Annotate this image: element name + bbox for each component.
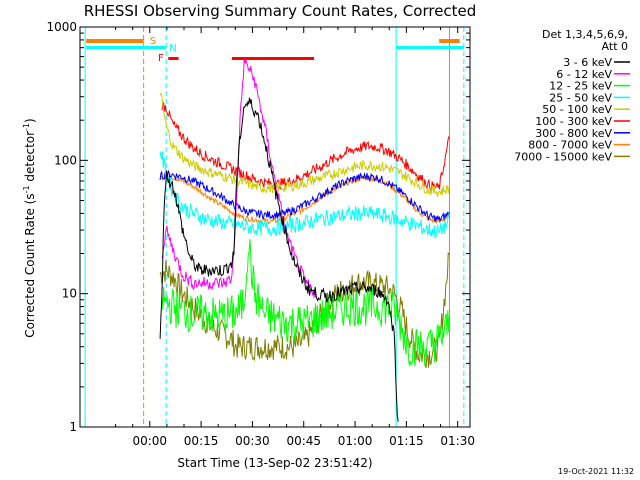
chart-title: RHESSI Observing Summary Count Rates, Co… [84,2,477,20]
x-axis-label: Start Time (13-Sep-02 23:51:42) [177,456,372,470]
series-line-3 [161,238,450,367]
y-tick-label: 10 [62,287,77,301]
night-label: N [169,43,176,54]
x-tick-label: 00:45 [286,434,321,448]
y-axis-label: Corrected Count Rate (s-1 detector-1) [22,118,37,337]
legend-entry-3: 12 - 25 keV [549,80,612,93]
series-line-6 [161,100,450,192]
saa-bar [86,39,144,43]
x-tick-label: 00:15 [184,434,219,448]
x-tick-label: 01:00 [338,434,373,448]
x-tick-label: 00:00 [132,434,167,448]
legend-entry-8: 800 - 7000 keV [528,139,612,152]
legend-entry-4: 25 - 50 keV [549,91,612,104]
flare-label: F [158,53,164,64]
legend-header-line-1: Det 1,3,4,5,6,9, [542,28,628,41]
saa-bar [439,39,460,43]
x-tick-label: 01:15 [389,434,424,448]
x-axis: 00:00 00:15 00:30 00:45 01:00 01:15 01:30 [115,27,475,448]
x-tick-label: 01:30 [440,434,475,448]
y-tick-label: 1 [69,420,77,434]
flare-bar-short [168,57,179,60]
series-line-1 [159,97,399,422]
y-axis: 1 10 100 1000 [46,20,470,434]
y-tick-label: 1000 [46,20,77,34]
plot-area [84,27,465,427]
flare-bar-long [231,57,314,60]
plot-frame [79,26,471,428]
night-bar [86,46,167,49]
legend-header-line-2: Att 0 [602,40,628,53]
y-tick-label: 100 [54,153,77,167]
series-line-7 [159,169,450,223]
saa-label: S [150,36,156,47]
legend-entry-7: 300 - 800 keV [535,127,612,140]
legend-entry-5: 50 - 100 keV [542,103,612,116]
timestamp: 19-Oct-2021 11:32 [558,467,634,476]
legend-entry-1: 3 - 6 keV [563,56,612,69]
series-line-8 [159,172,450,225]
legend-entry-2: 6 - 12 keV [556,68,612,81]
legend-entry-9: 7000 - 15000 keV [514,150,612,163]
x-tick-label: 00:30 [235,434,270,448]
night-bar [396,46,464,49]
legend-entry-6: 100 - 300 keV [535,115,612,128]
series-line-4 [159,151,450,240]
series-line-5 [159,92,450,197]
